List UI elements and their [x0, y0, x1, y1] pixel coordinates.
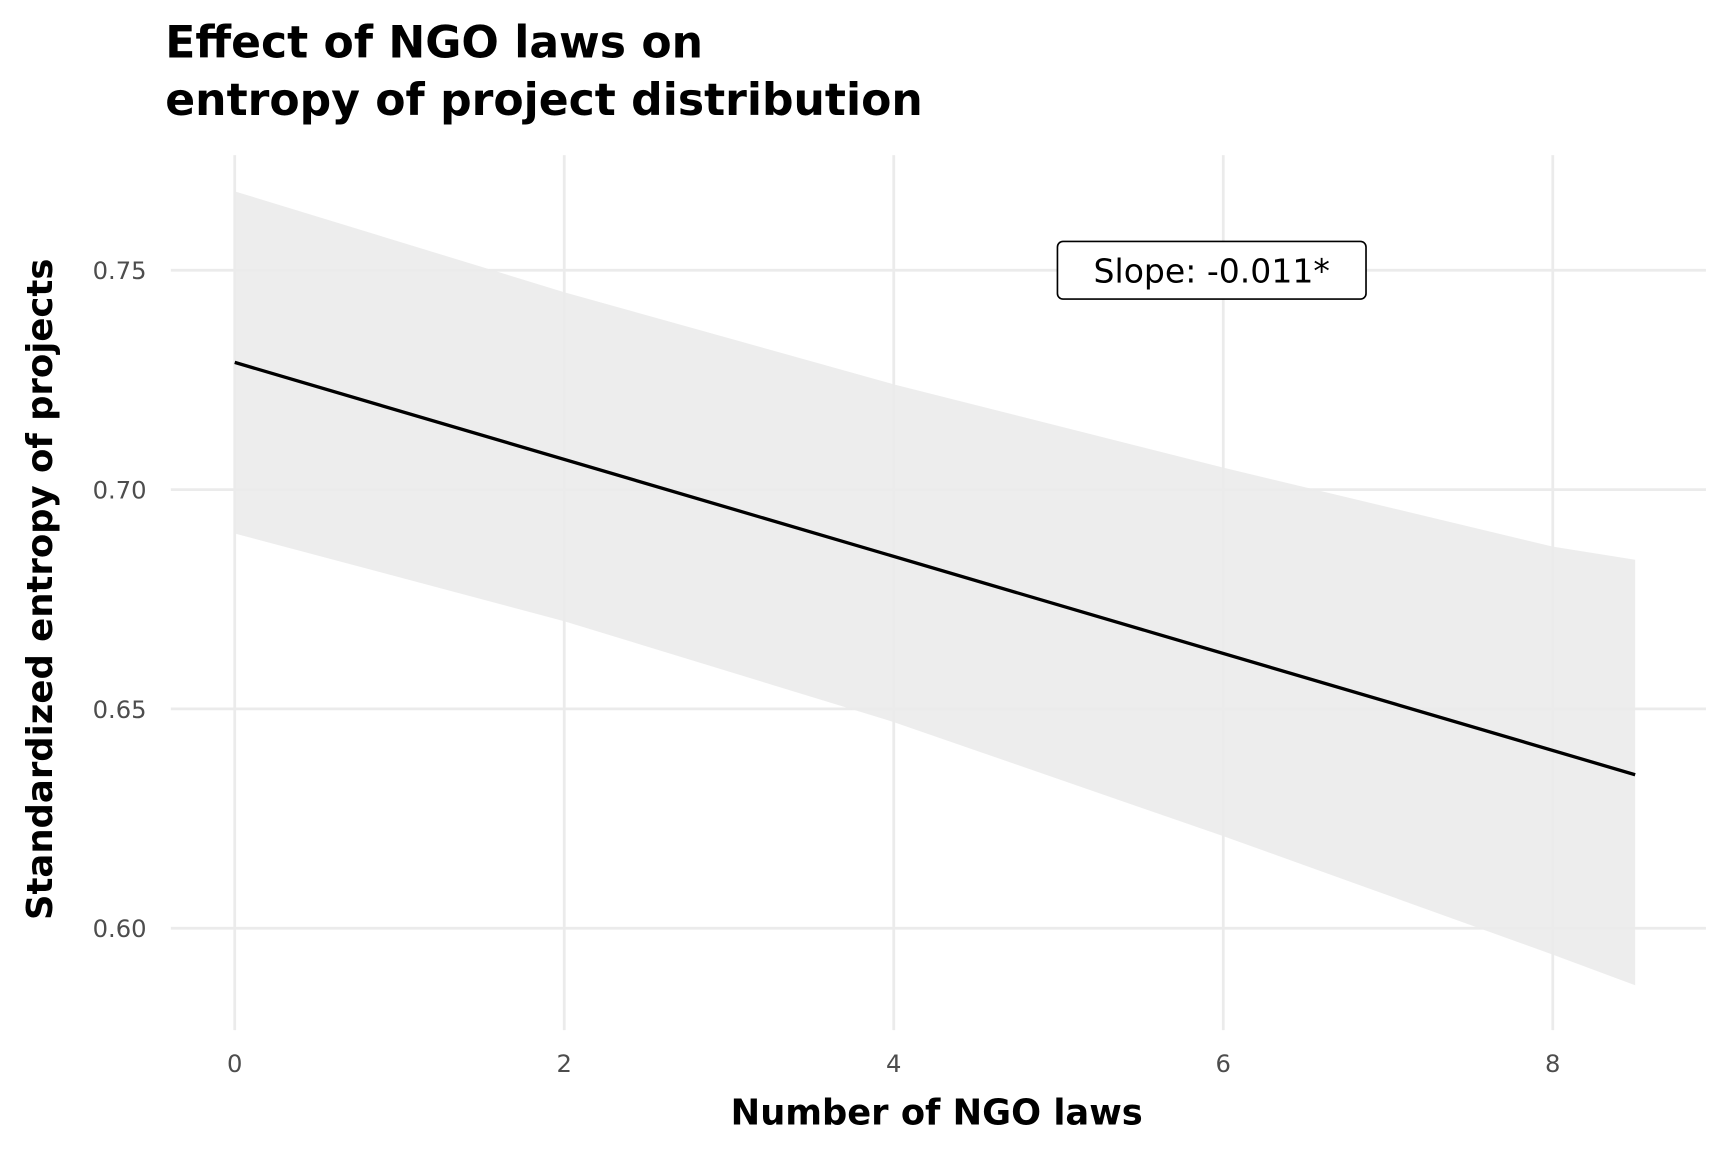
x-axis-label: Number of NGO laws — [731, 1092, 1143, 1133]
confidence-ribbon — [234, 191, 1636, 986]
fit-lines — [234, 360, 1636, 777]
x-tick-label: 6 — [1216, 1049, 1231, 1078]
x-tick-label: 8 — [1545, 1049, 1560, 1078]
y-tick-label: 0.70 — [93, 475, 147, 504]
annotation-label: Slope: -0.011* — [1094, 251, 1330, 290]
x-tick-label: 4 — [886, 1049, 901, 1078]
x-tick-label: 2 — [557, 1049, 572, 1078]
y-tick-label: 0.75 — [93, 256, 147, 285]
y-axis-ticks: 0.60 0.65 0.70 0.75 — [93, 256, 147, 943]
chart-title-line1: Effect of NGO laws on — [165, 17, 703, 68]
x-axis-ticks: 0 2 4 6 8 — [227, 1049, 1560, 1078]
y-tick-label: 0.65 — [93, 695, 147, 724]
y-axis-label: Standardized entropy of projects — [20, 259, 61, 921]
slope-annotation: Slope: -0.011* — [1056, 240, 1367, 300]
y-tick-label: 0.60 — [93, 914, 147, 943]
x-tick-label: 0 — [227, 1049, 242, 1078]
chart-title-line2: entropy of project distribution — [165, 75, 922, 126]
annotation-box — [1056, 240, 1367, 300]
fit-line — [234, 360, 1636, 777]
